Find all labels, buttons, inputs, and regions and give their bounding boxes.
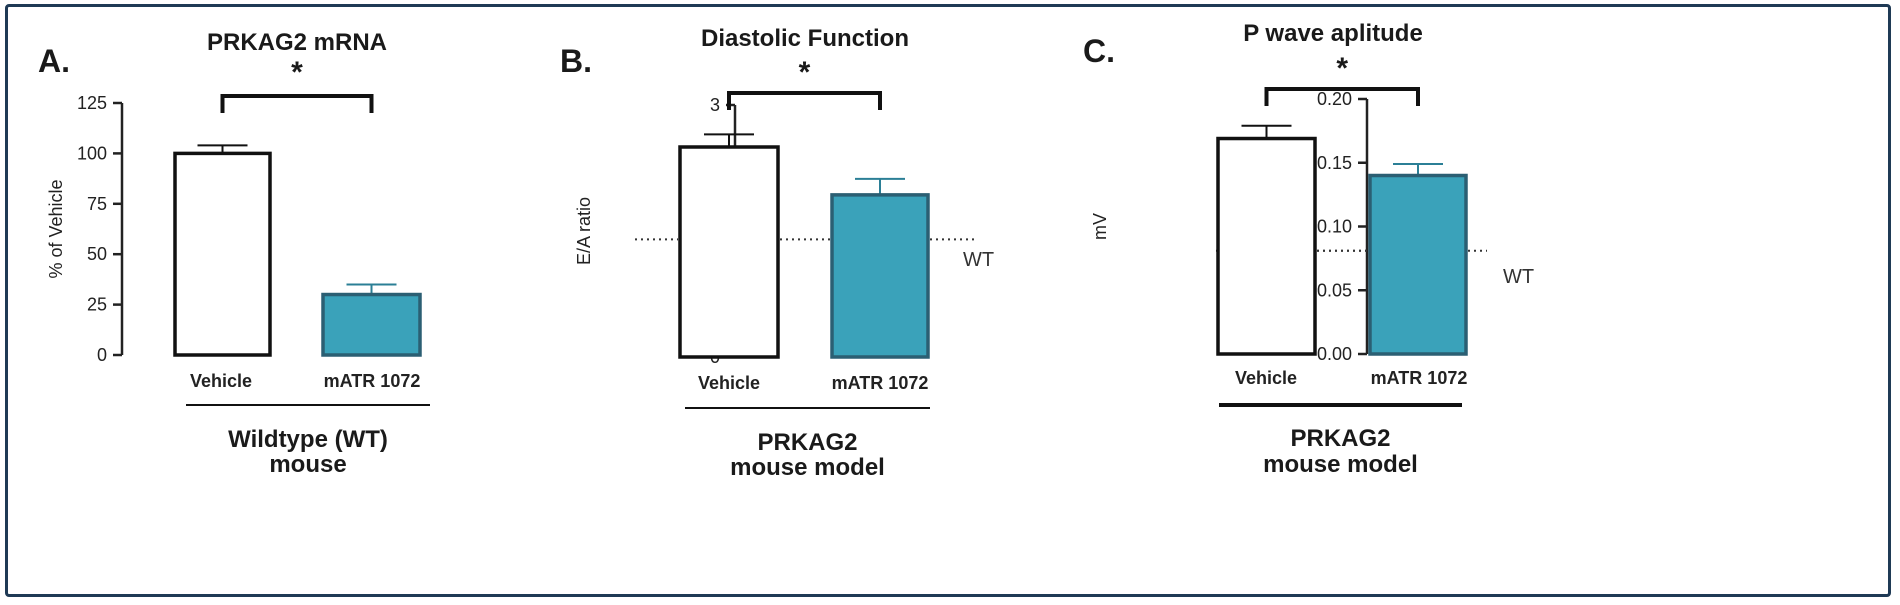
group-label-line1: PRKAG2: [757, 429, 857, 456]
bar-vehicle: [173, 151, 272, 357]
group-label-line1: PRKAG2: [1290, 425, 1390, 452]
y-tick-label: 125: [77, 93, 107, 113]
bar-vehicle: [1216, 136, 1317, 356]
y-tick-label: 25: [87, 295, 107, 315]
y-tick-label: 0.15: [1317, 153, 1352, 173]
chart-title: P wave aplitude: [1243, 20, 1423, 47]
x-category-label: mATR 1072: [832, 373, 929, 393]
group-label-line2: mouse: [269, 451, 346, 478]
significance-bracket: [1264, 87, 1420, 106]
group-label-line2: mouse model: [1263, 451, 1418, 478]
wt-reference-label: WT: [1503, 266, 1534, 288]
figure-frame: [5, 4, 1891, 597]
y-tick-label: 0.20: [1317, 89, 1352, 109]
x-category-label: Vehicle: [698, 373, 760, 393]
wt-reference-label: WT: [963, 249, 994, 271]
panel-letter: A.: [38, 43, 70, 79]
y-tick-label: 0.10: [1317, 217, 1352, 237]
x-category-label: Vehicle: [190, 371, 252, 391]
significance-star: *: [291, 56, 303, 89]
panel-letter: C.: [1083, 33, 1115, 69]
significance-star: *: [1336, 52, 1348, 85]
significance-bracket: [727, 91, 882, 110]
bar-matr-1072: [830, 193, 930, 359]
panel-c-chart: P wave aplitude C. 0.00 0.05 0.10 0.15 0.20 mV W…: [1083, 20, 1534, 478]
x-category-label: mATR 1072: [324, 371, 421, 391]
y-tick-label: 0: [97, 345, 107, 365]
group-label-line1: Wildtype (WT): [228, 426, 388, 453]
significance-bracket: [220, 94, 374, 113]
y-axis-label: mV: [1090, 213, 1110, 240]
x-category-label: Vehicle: [1235, 368, 1297, 388]
bar-matr-1072: [321, 292, 422, 357]
significance-star: *: [799, 56, 811, 89]
y-tick-label: 50: [87, 244, 107, 264]
chart-title: PRKAG2 mRNA: [207, 29, 387, 56]
x-category-label: mATR 1072: [1371, 368, 1468, 388]
bar-vehicle: [678, 145, 780, 359]
y-tick-label: 75: [87, 194, 107, 214]
y-tick-label: 100: [77, 143, 107, 163]
bar-matr-1072: [1368, 173, 1468, 356]
y-tick-label: 0.05: [1317, 280, 1352, 300]
y-tick-label: 3: [710, 95, 720, 115]
chart-title: Diastolic Function: [701, 25, 909, 52]
y-axis-label: % of Vehicle: [46, 179, 66, 278]
panel-a-chart: PRKAG2 mRNA A. 0 25 50 75 100 125 % of Vehicle * V…: [38, 29, 430, 478]
y-tick-label: 0.00: [1317, 344, 1352, 364]
panel-letter: B.: [560, 43, 592, 79]
y-axis-label: E/A ratio: [574, 197, 594, 265]
group-label-line2: mouse model: [730, 454, 885, 481]
